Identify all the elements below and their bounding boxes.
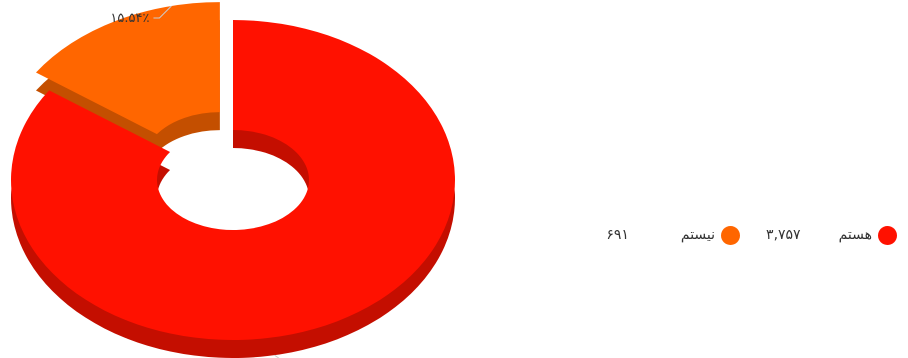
slice-percent-label-nistam: ۱۵.۵۴٪: [110, 11, 149, 26]
pie-slice-nistam[interactable]: [35, 2, 220, 135]
legend-item-nistam[interactable]: نیستم ۶۹۱: [606, 222, 741, 248]
legend-value-hastam: ۳,۷۵۷: [766, 227, 801, 243]
legend-marker-hastam: [878, 225, 897, 245]
legend-label-hastam: هستم: [838, 227, 872, 243]
chart-legend: هستم ۳,۷۵۷ نیستم ۶۹۱: [575, 222, 905, 248]
slice-label-connector-nistam: [153, 5, 172, 19]
pie-slice-hastam[interactable]: [11, 20, 455, 340]
legend-value-nistam: ۶۹۱: [606, 227, 629, 243]
pie-chart: ۸۴.۴۶٪۱۵.۵۴٪: [11, 2, 455, 358]
pie-slice-labels: ۸۴.۴۶٪۱۵.۵۴٪: [110, 5, 280, 358]
legend-marker-nistam: [721, 225, 741, 245]
pie-slice-tops: [11, 2, 455, 340]
legend-item-hastam[interactable]: هستم ۳,۷۵۷: [766, 222, 897, 248]
legend-label-nistam: نیستم: [680, 227, 716, 243]
